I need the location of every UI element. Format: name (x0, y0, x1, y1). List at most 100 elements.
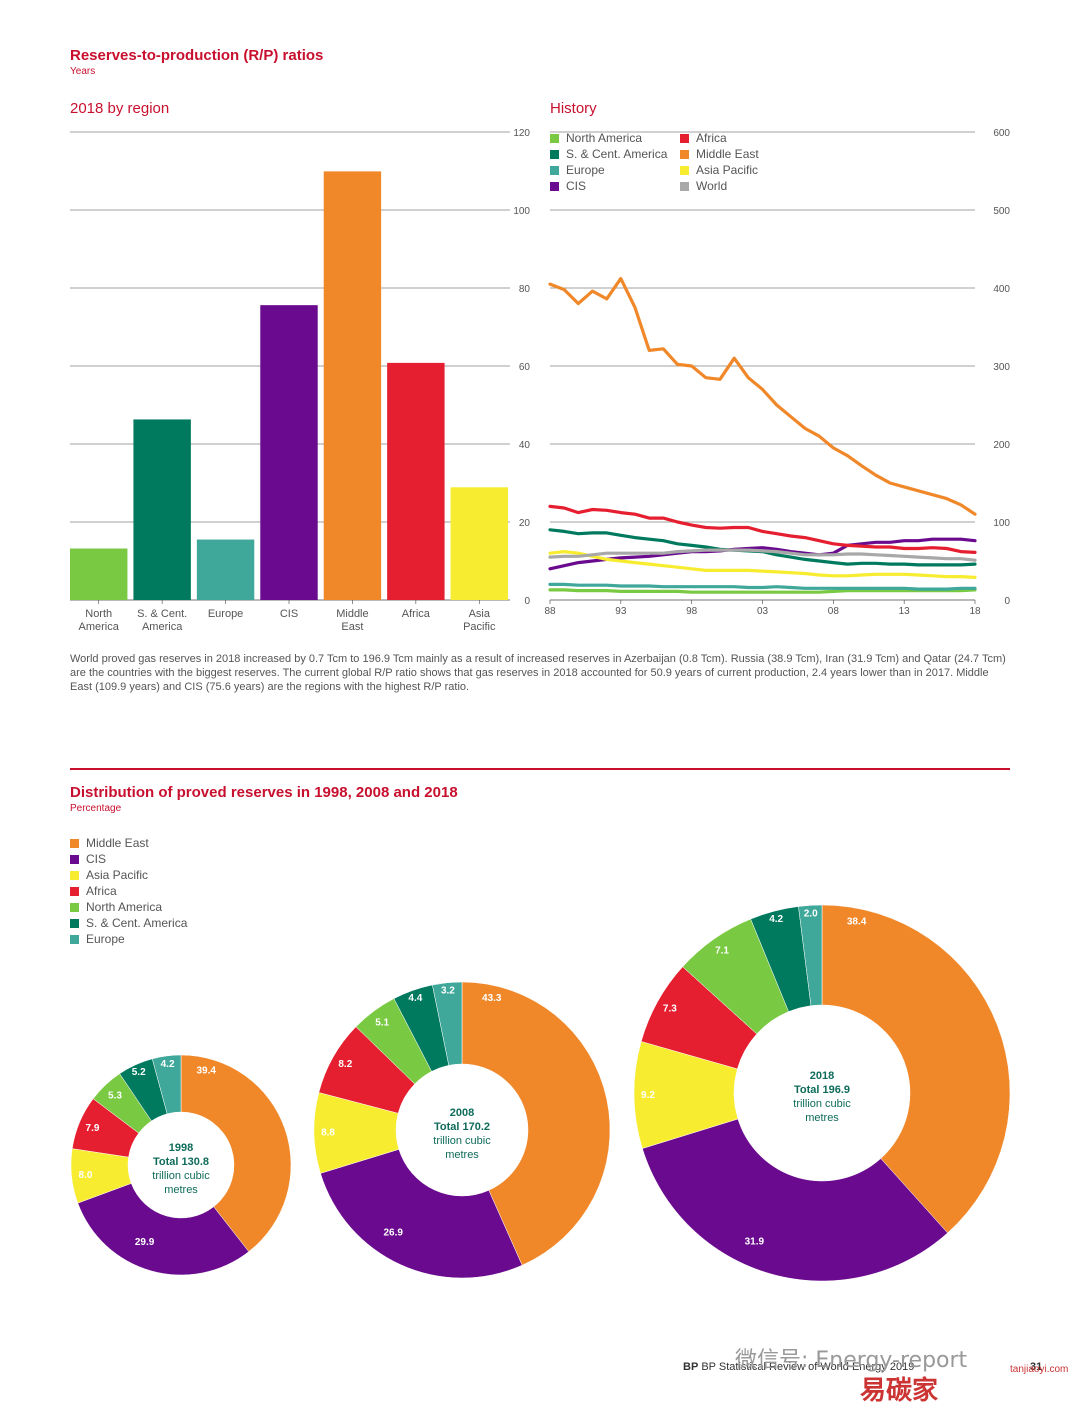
bar-europe (196, 539, 255, 600)
legend-label: World (696, 179, 728, 193)
dist-legend-item-europe: Europe (70, 931, 270, 947)
slice-label: 4.2 (769, 914, 783, 925)
series-line-north-america (548, 588, 977, 594)
dist-title: Distribution of proved reserves in 1998,… (70, 784, 458, 801)
legend-label: S. & Cent. America (566, 147, 668, 161)
slice-label: 38.4 (847, 916, 867, 927)
line-legend-item-africa: Africa (680, 130, 810, 146)
bar-category-label: Africa (402, 608, 431, 620)
bar-category-label: America (142, 621, 183, 633)
donut-charts: 39.4 29.9 8.0 7.9 5.3 5.2 4.2 1998 Total 130.8 tr… (70, 904, 1011, 1282)
line-x-tick-label: 98 (686, 606, 698, 617)
dist-legend-item-s-cent-america: S. & Cent. America (70, 915, 270, 931)
legend-swatch (680, 165, 689, 175)
donut-unit-label: trillion cubic (433, 1135, 491, 1147)
donut-total-label: Total 130.8 (153, 1156, 209, 1168)
bar-y-tick-label: 40 (519, 440, 531, 451)
line-legend-item-cis: CIS (550, 178, 680, 194)
line-y-tick-label: 100 (993, 518, 1010, 529)
bar-y-tick-label: 60 (519, 362, 531, 373)
slice-label: 9.2 (641, 1090, 655, 1101)
slice-2018-europe (798, 904, 823, 1006)
legend-swatch (680, 149, 689, 159)
slice-label: 7.3 (663, 1004, 677, 1015)
dist-legend: Middle East CIS Asia Pacific Africa North Am… (70, 835, 270, 947)
slice-2018-middle-east (821, 904, 1011, 1234)
line-x-tick-label: 03 (757, 606, 769, 617)
legend-swatch (70, 934, 79, 944)
page-number: 31 (1030, 1361, 1043, 1373)
line-y-tick-label: 500 (993, 206, 1010, 217)
watermark-wechat: 微信号: Energy-report (735, 1348, 968, 1373)
legend-swatch (680, 181, 689, 191)
bar-category-label: Asia (469, 608, 491, 620)
bar-north-america (70, 548, 128, 600)
bar-y-tick-label: 0 (524, 596, 530, 607)
watermark-brand: 易碳家 (860, 1376, 939, 1406)
legend-label: North America (566, 131, 643, 145)
legend-swatch (550, 165, 559, 175)
donut-unit-label: metres (805, 1112, 839, 1124)
slice-2008-middle-east (461, 981, 611, 1266)
slice-label: 5.1 (375, 1017, 389, 1028)
bar-middle-east (323, 171, 382, 600)
bar-category-label: East (341, 621, 363, 633)
bar-category-label: America (79, 621, 120, 633)
legend-swatch (550, 181, 559, 191)
donut-year-label: 2008 (450, 1107, 474, 1119)
legend-label: Europe (86, 932, 125, 946)
slice-1998-middle-east (180, 1054, 292, 1253)
legend-label: Europe (566, 163, 605, 177)
bar-cis (260, 305, 318, 600)
line-x-tick-label: 13 (899, 606, 911, 617)
slice-label: 26.9 (383, 1228, 403, 1239)
bar-category-label: CIS (280, 608, 298, 620)
legend-swatch (70, 870, 79, 880)
legend-swatch (680, 133, 689, 143)
line-x-tick-label: 18 (969, 606, 981, 617)
bar-category-label: S. & Cent. (137, 608, 187, 620)
slice-label: 8.8 (321, 1128, 335, 1139)
line-legend-item-north-america: North America (550, 130, 680, 146)
slice-label: 4.4 (408, 993, 422, 1004)
slice-label: 29.9 (135, 1237, 155, 1248)
line-y-tick-label: 600 (993, 128, 1010, 139)
line-y-tick-label: 400 (993, 284, 1010, 295)
dist-legend-item-cis: CIS (70, 851, 270, 867)
slice-2008-europe (432, 981, 463, 1066)
bar-y-tick-label: 20 (519, 518, 531, 529)
dist-legend-item-africa: Africa (70, 883, 270, 899)
bar-panel-title: 2018 by region (70, 100, 170, 117)
legend-label: CIS (566, 179, 587, 193)
donut-unit-label: metres (445, 1149, 479, 1161)
footer-report-name: BP Statistical Review of World Energy 20… (701, 1361, 915, 1373)
legend-label: North America (86, 900, 163, 914)
series-line-world (548, 548, 977, 562)
slice-2008-cis (320, 1149, 523, 1279)
legend-label: Africa (86, 884, 117, 898)
series-line-middle-east (548, 277, 977, 516)
dist-subtitle: Percentage (70, 803, 122, 814)
slice-label: 3.2 (441, 986, 455, 997)
legend-swatch (70, 902, 79, 912)
section-divider (70, 768, 1010, 770)
slice-label: 2.0 (804, 908, 818, 919)
series-line-asia-pacific (548, 549, 977, 580)
line-y-tick-label: 200 (993, 440, 1010, 451)
slice-1998-europe (151, 1054, 182, 1115)
legend-swatch (550, 133, 559, 143)
bar-africa (387, 362, 445, 600)
dist-legend-item-middle-east: Middle East (70, 835, 270, 851)
legend-label: Asia Pacific (86, 868, 149, 882)
slice-label: 8.2 (338, 1059, 352, 1070)
legend-swatch (70, 886, 79, 896)
watermark-url: tanjiaoyi.com (1010, 1364, 1069, 1375)
legend-label: Africa (696, 131, 727, 145)
slice-2018-cis (642, 1118, 948, 1282)
page-subtitle: Years (70, 66, 96, 77)
dist-legend-item-asia-pacific: Asia Pacific (70, 867, 270, 883)
bar-y-tick-label: 100 (513, 206, 530, 217)
dist-legend-item-north-america: North America (70, 899, 270, 915)
legend-label: CIS (86, 852, 107, 866)
